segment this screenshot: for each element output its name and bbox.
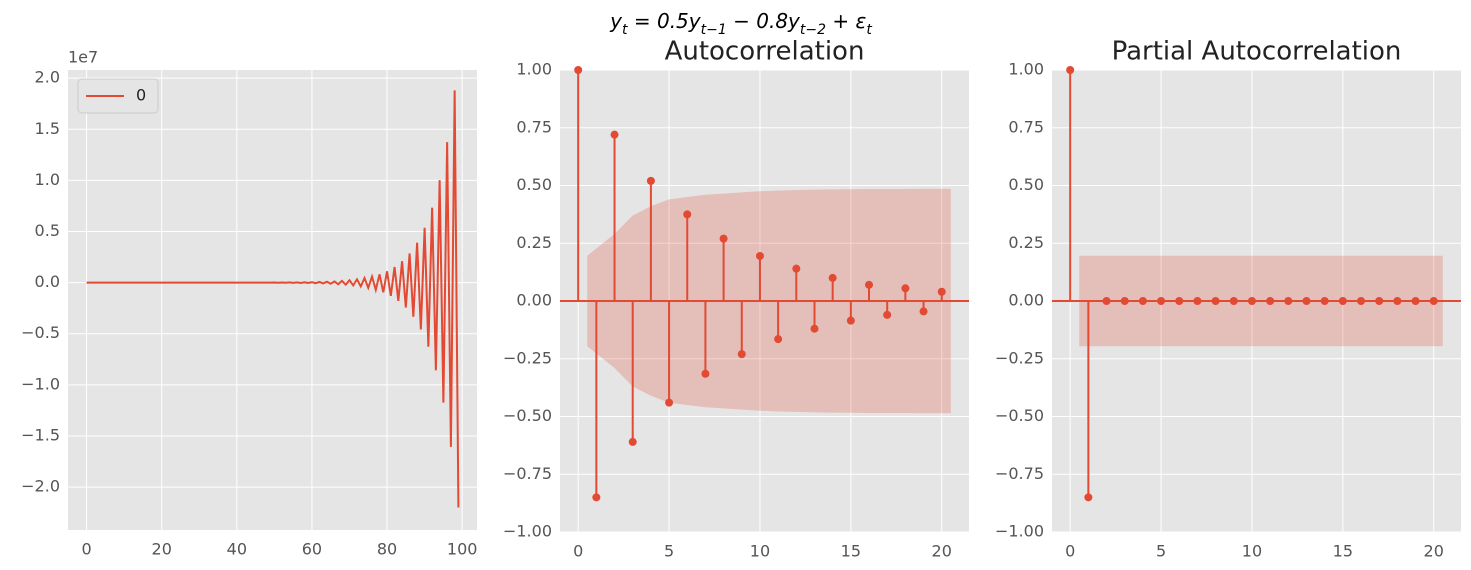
stem-marker [574, 66, 583, 74]
y-tick-label: 0.75 [516, 117, 552, 136]
stem-marker [1157, 297, 1166, 305]
x-tick-label: 100 [447, 540, 478, 559]
stem-marker [755, 251, 764, 260]
y-tick-label: 0.00 [1008, 291, 1044, 310]
y-tick-label: 1.5 [35, 119, 60, 138]
stem-marker [1229, 297, 1238, 305]
stem-marker [1175, 297, 1184, 305]
stem-marker [810, 324, 819, 333]
x-tick-label: 20 [1424, 542, 1444, 561]
x-tick-label: 0 [573, 542, 583, 561]
stem-marker [1066, 66, 1075, 74]
stem-marker [719, 234, 728, 243]
y-tick-label: −0.75 [503, 464, 552, 483]
plot-area [68, 70, 477, 530]
y-tick-label: 0.25 [1008, 233, 1044, 252]
y-tick-label: −1.0 [21, 374, 60, 393]
stem-marker [1211, 297, 1220, 305]
y-tick-label: 0.50 [1008, 175, 1044, 194]
x-tick-label: 20 [932, 542, 952, 561]
stem-marker [646, 176, 655, 185]
x-tick-label: 10 [1242, 542, 1262, 561]
y-tick-label: −2.0 [21, 477, 60, 496]
offset-label: 1e7 [68, 48, 98, 67]
stem-marker [1102, 297, 1111, 305]
x-tick-label: 5 [664, 542, 674, 561]
stem-marker [1266, 297, 1275, 305]
axes-title: Partial Autocorrelation [1112, 37, 1402, 67]
stem-marker [1084, 493, 1093, 502]
stem-marker [919, 307, 928, 316]
x-tick-label: 40 [227, 540, 247, 559]
stem-marker [1302, 297, 1311, 305]
stem-marker [1393, 297, 1402, 305]
stem-marker [828, 273, 837, 282]
x-tick-label: 80 [377, 540, 397, 559]
x-tick-label: 5 [1156, 542, 1166, 561]
x-tick-label: 20 [152, 540, 172, 559]
stem-marker [1375, 297, 1384, 305]
stem-marker [937, 287, 946, 296]
stem-marker [901, 284, 910, 293]
stem-marker [1357, 297, 1366, 305]
stem-marker [737, 350, 746, 359]
stem-marker [846, 316, 855, 325]
x-tick-label: 0 [81, 540, 91, 559]
stem-marker [1138, 297, 1147, 305]
y-tick-label: −0.50 [503, 406, 552, 425]
y-tick-label: 0.75 [1008, 117, 1044, 136]
stem-marker [1429, 297, 1438, 305]
line [86, 90, 460, 508]
stem-marker [1338, 297, 1347, 305]
stem-marker [1120, 297, 1129, 305]
stem-marker [610, 130, 619, 139]
x-tick-label: 15 [841, 542, 861, 561]
x-tick-label: 0 [1065, 542, 1075, 561]
stem-marker [628, 437, 637, 446]
y-tick-label: −1.00 [503, 522, 552, 541]
y-tick-label: 0.25 [516, 233, 552, 252]
y-tick-label: 0.5 [35, 221, 60, 240]
x-tick-label: 10 [750, 542, 770, 561]
y-tick-label: −0.25 [503, 348, 552, 367]
y-tick-label: 1.00 [516, 60, 552, 79]
axes-title: Autocorrelation [665, 37, 865, 67]
y-tick-label: −0.50 [995, 406, 1044, 425]
y-tick-label: 0.00 [516, 291, 552, 310]
y-tick-label: −0.25 [995, 348, 1044, 367]
stem-marker [774, 335, 783, 344]
y-tick-label: −0.75 [995, 464, 1044, 483]
suptitle: yt = 0.5yt−1 − 0.8yt−2 + εt [609, 9, 872, 39]
y-tick-label: 1.0 [35, 170, 60, 189]
stem-marker [665, 398, 674, 407]
stem-marker [1284, 297, 1293, 305]
stem-marker [883, 310, 892, 319]
y-tick-label: −1.00 [995, 522, 1044, 541]
stem-marker [1247, 297, 1256, 305]
stem-marker [1411, 297, 1420, 305]
stem-marker [792, 264, 801, 273]
y-tick-label: 0.50 [516, 175, 552, 194]
stem-marker [1193, 297, 1202, 305]
stem-marker [592, 493, 601, 502]
y-tick-label: −1.5 [21, 425, 60, 444]
x-tick-label: 60 [302, 540, 322, 559]
x-tick-label: 15 [1333, 542, 1353, 561]
y-tick-label: 2.0 [35, 68, 60, 87]
legend-label: 0 [136, 86, 146, 105]
stem-marker [683, 210, 692, 219]
y-tick-label: 1.00 [1008, 60, 1044, 79]
y-tick-label: −0.5 [21, 323, 60, 342]
y-tick-label: 0.0 [35, 272, 60, 291]
stem-marker [701, 369, 710, 378]
stem-marker [1320, 297, 1329, 305]
stem-marker [865, 280, 874, 289]
